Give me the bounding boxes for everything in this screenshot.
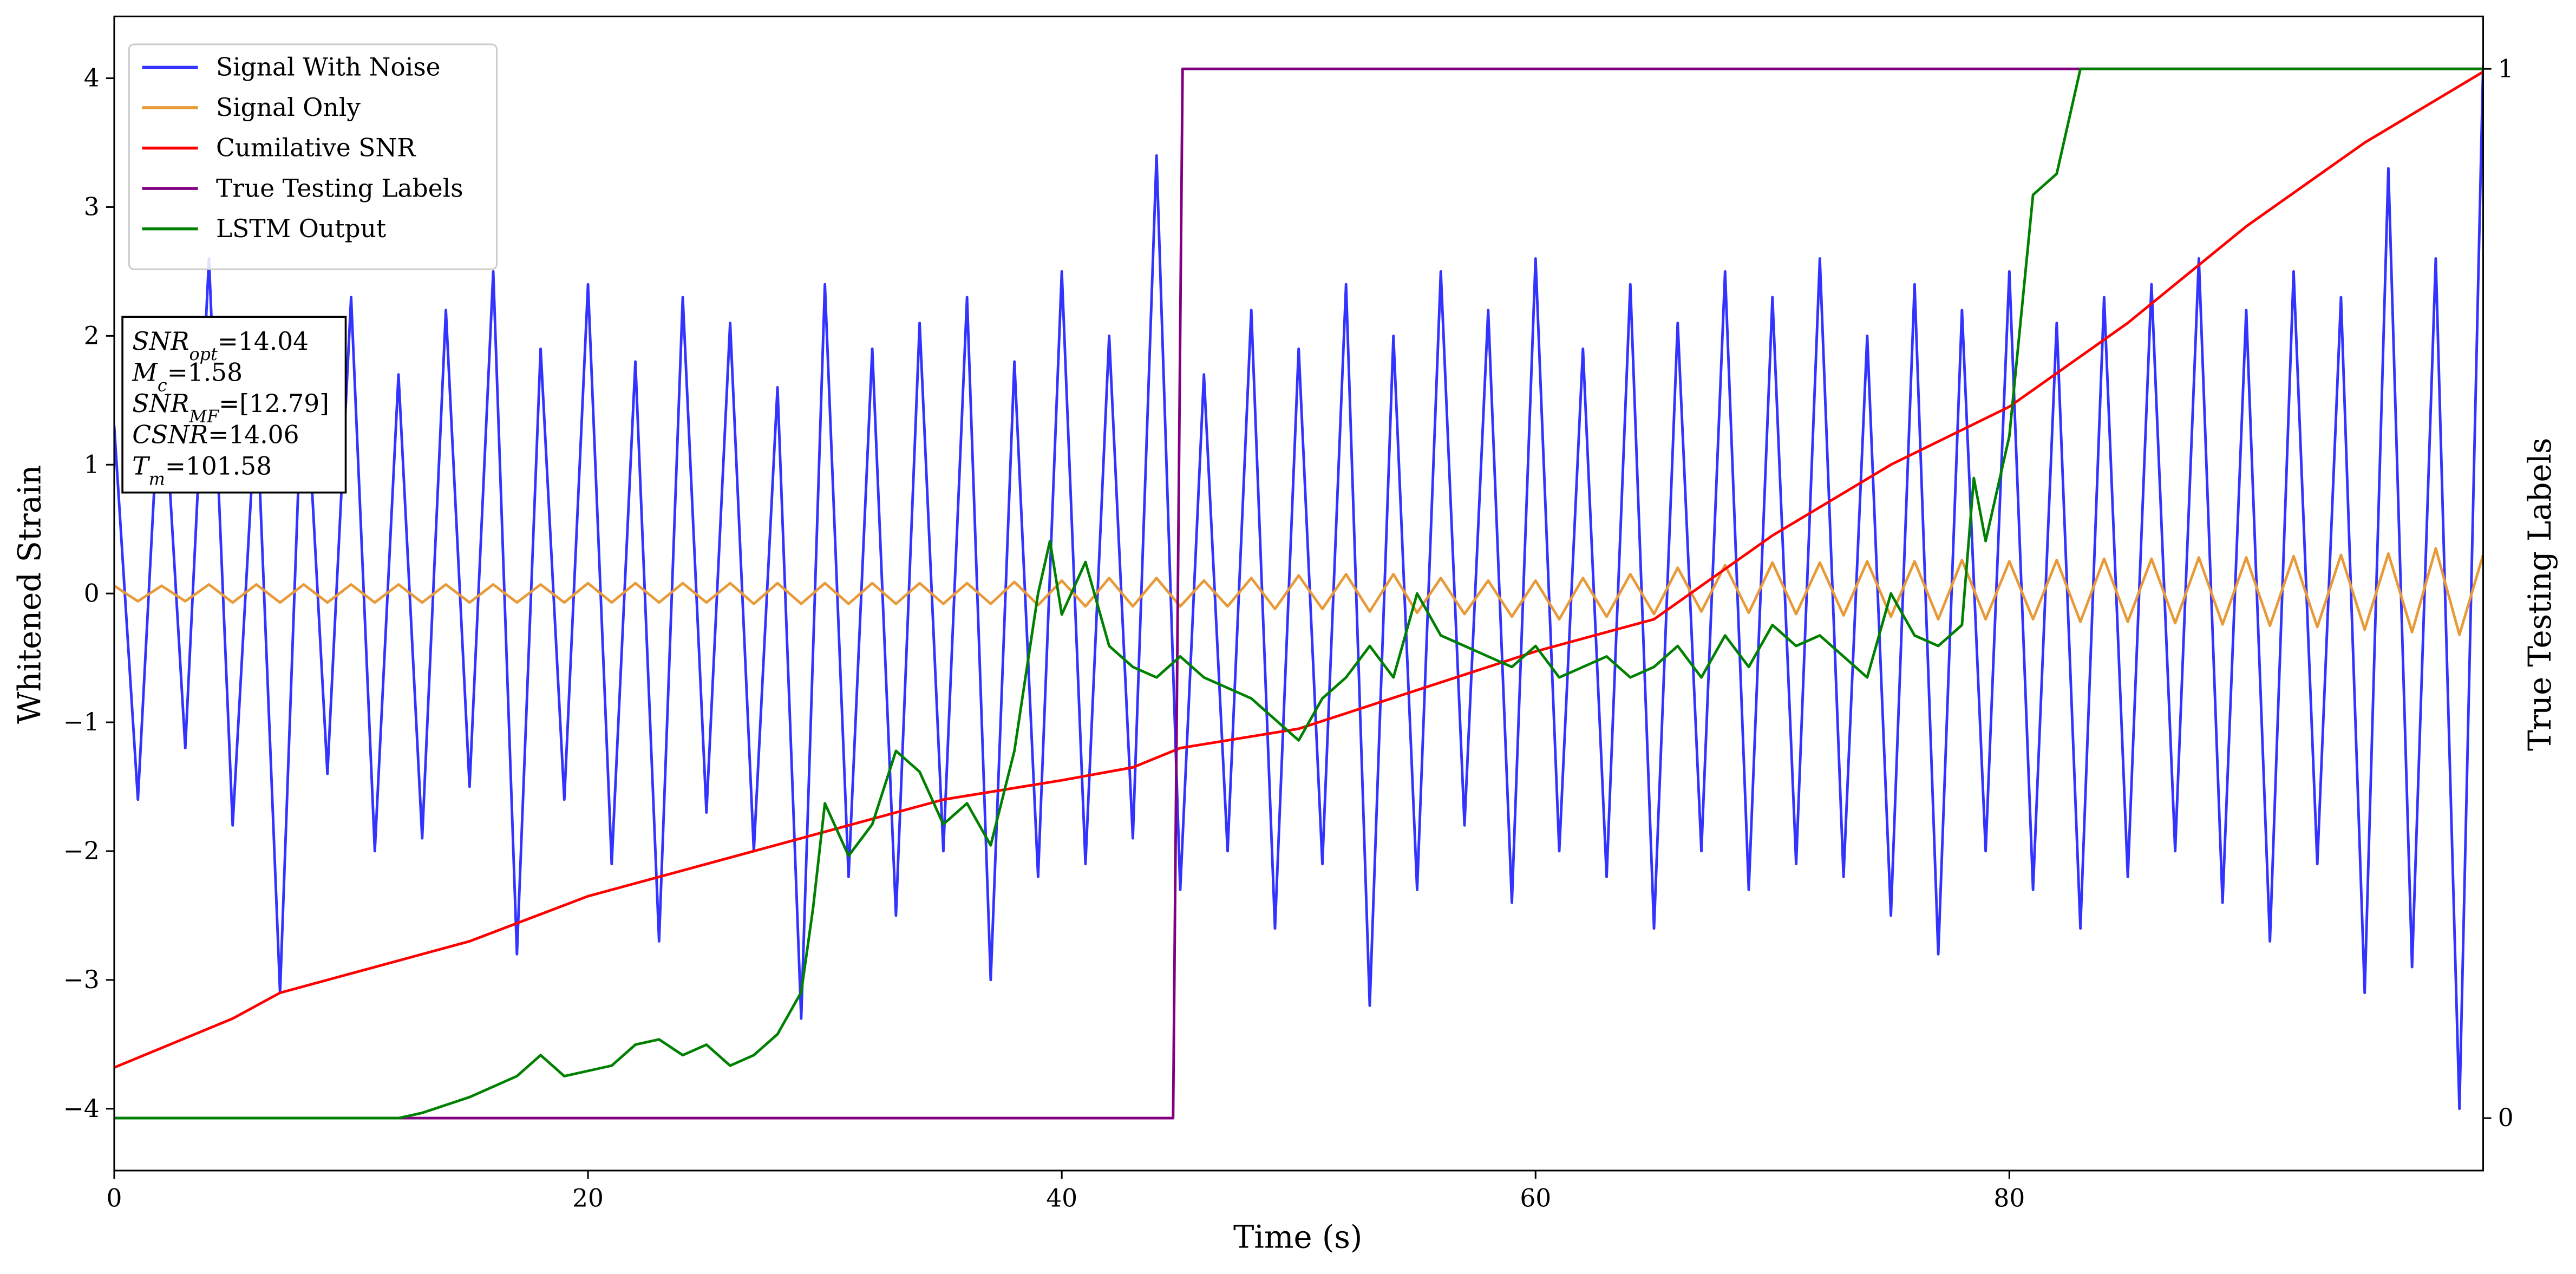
x-tick-label: 60 [1520, 1184, 1551, 1213]
legend-label: True Testing Labels [216, 174, 463, 202]
annotation-line: CSNR=14.06 [132, 421, 299, 449]
annotation-subscript: c [158, 375, 167, 395]
annotation-line: SNRopt=14.04 [132, 327, 309, 364]
annotation-symbol: CSNR [132, 421, 208, 449]
y-axis-label: Whitened Strain [12, 465, 48, 723]
y2-axis-label: True Testing Labels [2522, 437, 2558, 751]
y-tick-label: 1 [84, 450, 100, 479]
annotation-symbol: SNR [132, 389, 189, 418]
series-line [114, 67, 2483, 1120]
x-tick-label: 80 [1993, 1184, 2025, 1213]
annotation-value: =[12.79] [219, 389, 329, 418]
x-tick-label: 20 [572, 1184, 604, 1213]
series-line [114, 547, 2483, 636]
annotation-line: Tm=101.58 [132, 452, 272, 489]
y-tick-label: −4 [63, 1094, 100, 1123]
x-axis-label: Time (s) [1233, 1219, 1362, 1255]
x-tick-label: 40 [1046, 1184, 1077, 1213]
legend-box [128, 43, 498, 270]
y-tick-label: 0 [84, 579, 100, 607]
annotation-line: Mc=1.58 [132, 358, 243, 395]
annotation-box [121, 316, 347, 494]
annotation-subscript: MF [188, 406, 220, 427]
y-tick-label: −1 [63, 708, 100, 736]
y-tick-label: 4 [84, 64, 100, 93]
y-tick-label: −3 [63, 965, 100, 994]
y2-tick-label: 0 [2498, 1103, 2514, 1132]
annotation-value: =1.58 [167, 358, 243, 387]
x-tick-label: 0 [106, 1184, 122, 1213]
y-tick-label: −2 [63, 837, 100, 865]
annotation-symbol: T [132, 452, 151, 480]
series-line [114, 70, 2483, 1069]
annotation-value: =101.58 [165, 452, 272, 480]
legend-label: Signal Only [216, 93, 361, 122]
annotation-subscript: opt [189, 344, 218, 364]
annotation-value: =14.04 [218, 327, 309, 356]
annotation-symbol: M [132, 358, 158, 387]
y2-tick-label: 1 [2498, 54, 2514, 83]
legend-label: Signal With Noise [216, 53, 441, 81]
y-tick-label: 3 [84, 193, 100, 221]
annotation-line: SNRMF=[12.79] [132, 389, 329, 427]
legend-label: Cumilative SNR [216, 134, 416, 162]
annotation-subscript: m [149, 468, 165, 489]
annotation-value: =14.06 [208, 421, 299, 449]
series-line [114, 67, 2483, 1120]
legend-label: LSTM Output [216, 214, 386, 243]
y-tick-label: 2 [84, 321, 100, 350]
annotation-symbol: SNR [132, 327, 189, 356]
series-line [114, 65, 2483, 1110]
